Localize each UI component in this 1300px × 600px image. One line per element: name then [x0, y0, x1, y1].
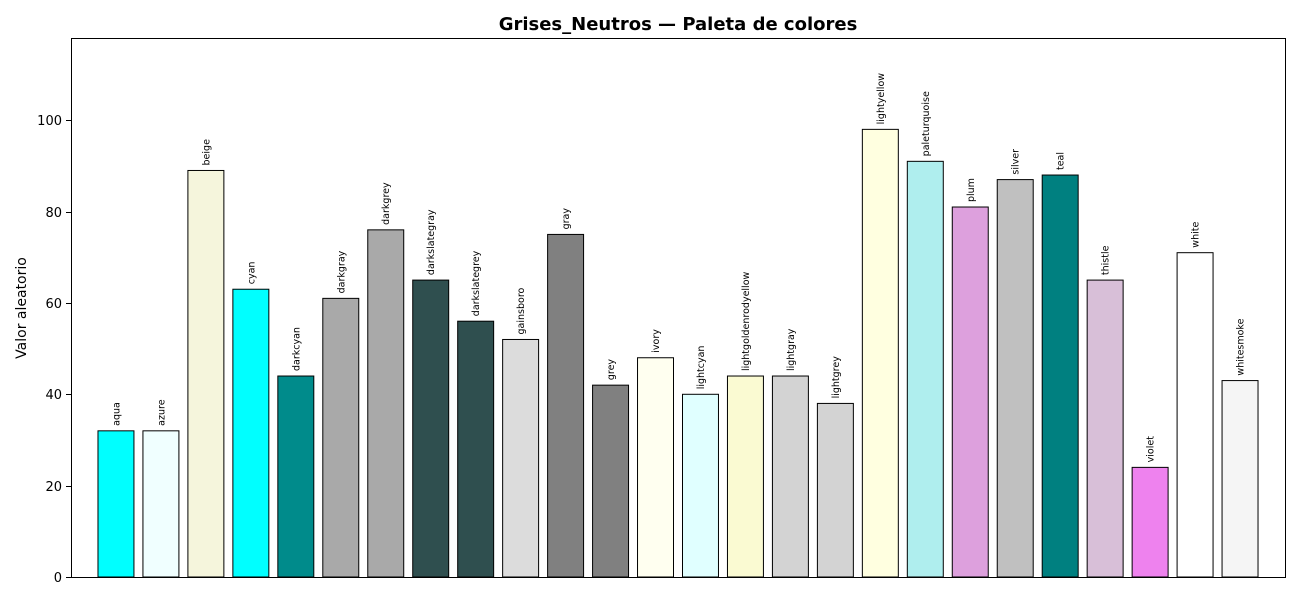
bar-label-darkslategrey: darkslategrey	[471, 250, 482, 316]
bar-label-gray: gray	[561, 208, 572, 230]
y-tick-label: 20	[45, 480, 62, 495]
bar-darkslategrey	[457, 320, 495, 578]
bar-label-darkgray: darkgray	[336, 250, 347, 293]
bar-label-white: white	[1191, 222, 1202, 248]
y-axis: 0 20 40 60 80 100	[37, 114, 71, 586]
bar-lightgray	[771, 375, 809, 578]
bar-gray	[547, 233, 585, 578]
bar-lightyellow	[861, 128, 899, 578]
bar-label-beige: beige	[201, 139, 212, 166]
bar-label-lightcyan: lightcyan	[696, 346, 707, 390]
bar-label-lightgray: lightgray	[786, 328, 797, 371]
chart-title: Grises_Neutros — Paleta de colores	[499, 14, 858, 35]
bar-labels-group: aqua azure beige cyan darkcyan darkgray darkgr…	[111, 73, 1246, 463]
bar-label-lightyellow: lightyellow	[876, 73, 887, 125]
bar-label-cyan: cyan	[246, 262, 257, 285]
bar-darkslategray	[412, 279, 450, 578]
bar-violet	[1131, 466, 1169, 578]
y-tick-label: 80	[45, 206, 62, 221]
bar-silver	[996, 179, 1034, 578]
bar-label-whitesmoke: whitesmoke	[1236, 318, 1247, 375]
bar-cyan	[232, 288, 270, 578]
bar-aqua	[97, 430, 135, 578]
bar-label-lightgoldenrodyellow: lightgoldenrodyellow	[741, 271, 752, 371]
bar-label-grey: grey	[606, 359, 617, 381]
bar-lightgrey	[816, 402, 854, 578]
bar-label-teal: teal	[1056, 152, 1067, 170]
bar-beige	[187, 169, 225, 578]
bar-whitesmoke	[1221, 380, 1259, 578]
bar-label-azure: azure	[156, 399, 167, 426]
bar-paleturquoise	[906, 160, 944, 578]
bar-label-silver: silver	[1011, 149, 1022, 175]
y-tick-label: 0	[54, 571, 62, 586]
bar-lightgoldenrodyellow	[726, 375, 764, 578]
bar-darkgray	[322, 297, 360, 578]
bar-white	[1176, 252, 1214, 578]
bar-label-darkcyan: darkcyan	[291, 327, 302, 371]
bar-gainsboro	[502, 338, 540, 578]
y-tick-label: 40	[45, 388, 62, 403]
bar-label-aqua: aqua	[111, 402, 122, 426]
bar-thistle	[1086, 279, 1124, 578]
bar-label-violet: violet	[1146, 436, 1157, 463]
bar-label-plum: plum	[966, 178, 977, 202]
bar-plum	[951, 206, 989, 578]
plot-frame	[71, 38, 1286, 578]
y-tick-label: 100	[37, 114, 62, 129]
bar-lightcyan	[682, 393, 719, 578]
bar-label-lightgrey: lightgrey	[831, 356, 842, 399]
bar-label-ivory: ivory	[651, 329, 662, 353]
bar-label-darkslategray: darkslategray	[426, 209, 437, 275]
bar-teal	[1041, 174, 1079, 578]
bar-label-gainsboro: gainsboro	[516, 287, 527, 334]
bar-label-paleturquoise: paleturquoise	[921, 91, 932, 156]
bar-darkcyan	[277, 375, 315, 578]
bars-group	[97, 128, 1259, 578]
bar-grey	[592, 384, 630, 578]
y-tick-label: 60	[45, 297, 62, 312]
bar-ivory	[637, 357, 675, 578]
bar-label-thistle: thistle	[1101, 245, 1112, 275]
bar-label-darkgrey: darkgrey	[381, 182, 392, 225]
bar-darkgrey	[367, 229, 405, 578]
y-axis-label: Valor aleatorio	[14, 257, 30, 359]
bar-azure	[142, 430, 180, 578]
